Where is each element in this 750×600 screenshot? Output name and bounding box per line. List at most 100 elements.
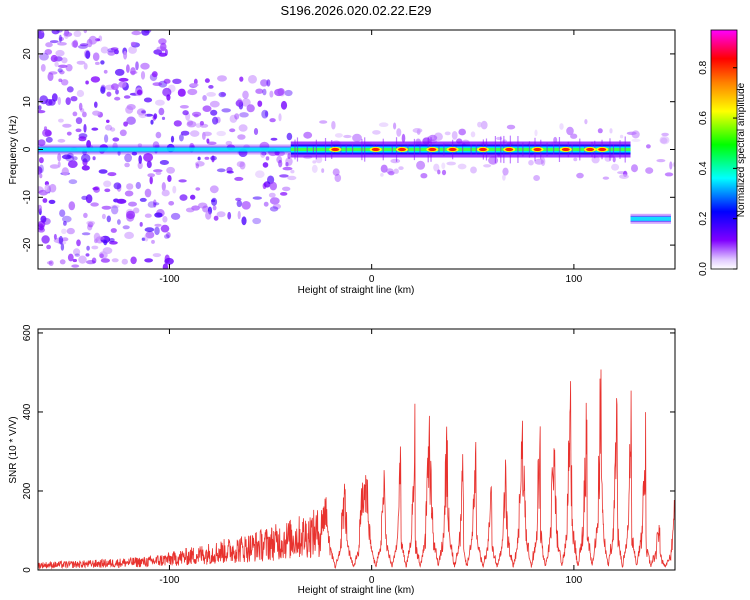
- spectrogram-cell: [534, 158, 544, 165]
- spectrogram-streak: [324, 137, 327, 162]
- spectrogram-cell: [187, 88, 198, 96]
- spectrogram-streak: [345, 143, 347, 156]
- spectrogram-cell: [160, 224, 170, 233]
- spectrogram-cell: [38, 204, 43, 212]
- spectrogram-xtick-label: 100: [566, 274, 583, 285]
- spectrogram-cell: [81, 153, 91, 163]
- spectrogram-cell: [179, 194, 188, 201]
- spectrogram-cell: [158, 38, 167, 45]
- spectrogram-cell: [72, 111, 78, 117]
- spectrogram-cell: [343, 134, 352, 139]
- spectrogram-cell: [73, 30, 82, 37]
- spectrogram-cell: [141, 110, 146, 114]
- spectrogram-cell: [38, 227, 45, 233]
- spectrogram-cell: [57, 68, 63, 73]
- spectrogram-streak: [294, 139, 296, 160]
- spectrogram-hotspot-core: [586, 147, 595, 152]
- spectrogram-cell: [150, 119, 154, 125]
- spectrogram-cell: [262, 162, 269, 168]
- spectrogram-cell: [179, 105, 189, 109]
- snr-plot-area: [38, 329, 675, 570]
- spectrogram-cell: [334, 133, 343, 138]
- spectrogram-cell: [172, 185, 177, 194]
- spectrogram-cell: [236, 200, 242, 208]
- spectrogram-hotspot-core: [371, 147, 380, 152]
- spectrogram-cell: [278, 113, 282, 122]
- spectrogram-cell: [261, 109, 269, 119]
- spectrogram-cell: [161, 116, 166, 120]
- spectrogram-hotspot-core: [448, 147, 457, 152]
- spectrogram-cell: [54, 61, 59, 67]
- spectrogram-cell: [72, 258, 78, 263]
- spectrogram-cell: [78, 136, 87, 142]
- spectrogram-cell: [659, 136, 670, 145]
- spectrogram-cell: [612, 156, 616, 163]
- spectrogram-cell: [85, 194, 93, 204]
- spectrogram-cell: [502, 167, 509, 176]
- spectrogram-cell: [398, 166, 404, 171]
- spectrogram-cell: [126, 116, 136, 125]
- spectrogram-cell: [285, 162, 289, 167]
- spectrogram-cell: [147, 173, 155, 178]
- spectrogram-cell: [133, 207, 140, 214]
- spectrogram-cell: [631, 164, 638, 173]
- spectrogram-cell: [61, 57, 68, 64]
- spectrogram-cell: [44, 49, 53, 55]
- spectrogram-cell: [216, 168, 226, 173]
- spectrogram-cell: [87, 221, 94, 228]
- spectrogram-cell: [49, 40, 59, 44]
- spectrogram-cell: [49, 164, 60, 169]
- spectrogram-cell: [234, 176, 244, 181]
- snr-xlabel: Height of straight line (km): [298, 585, 415, 596]
- spectrogram-ridge-peak: [630, 216, 671, 221]
- spectrogram-cell: [179, 134, 184, 142]
- spectrogram-cell: [437, 169, 441, 175]
- snr-series-line: [38, 369, 675, 570]
- spectrogram-streak: [558, 137, 561, 162]
- spectrogram-cell: [72, 39, 79, 48]
- spectrogram-cell: [107, 172, 117, 177]
- spectrogram-cell: [38, 105, 42, 111]
- snr-xtick-label: -100: [159, 575, 179, 586]
- spectrogram-cell: [664, 172, 674, 177]
- spectrogram-streak: [419, 145, 421, 154]
- spectrogram-cell: [331, 120, 336, 130]
- spectrogram-cell: [591, 156, 600, 164]
- spectrogram-cell: [75, 117, 83, 125]
- spectrogram-cell: [153, 202, 160, 206]
- spectrogram-streak: [500, 136, 502, 163]
- spectrogram-cell: [118, 81, 127, 88]
- spectrogram-hotspot-core: [478, 147, 487, 152]
- spectrogram-cell: [221, 108, 231, 113]
- spectrogram-cell: [483, 164, 492, 168]
- spectrogram-cell: [86, 245, 90, 251]
- spectrogram-cell: [602, 176, 610, 180]
- spectrogram-cell: [227, 211, 232, 220]
- spectrogram-cell: [67, 253, 74, 262]
- spectrogram-xtick-label: -100: [159, 274, 179, 285]
- spectrogram-cell: [206, 138, 210, 144]
- spectrogram-cell: [95, 61, 100, 65]
- colorbar-gradient: [710, 29, 738, 270]
- spectrogram-cell: [199, 123, 209, 128]
- spectrogram-cell: [170, 212, 181, 220]
- spectrogram-hotspot-core: [428, 147, 437, 152]
- spectrogram-cell: [58, 64, 68, 69]
- spectrogram-cell: [126, 210, 136, 220]
- spectrogram-cell: [272, 203, 281, 210]
- spectrogram-cell: [254, 170, 265, 178]
- spectrogram-cell: [88, 35, 98, 45]
- spectrogram-cell: [187, 119, 194, 126]
- spectrogram-cell: [61, 154, 72, 160]
- spectrogram-cell: [189, 83, 199, 87]
- spectrogram-cell: [70, 96, 78, 102]
- spectrogram-cell: [104, 134, 109, 143]
- spectrogram-cell: [177, 88, 186, 97]
- spectrogram-cell: [92, 52, 100, 61]
- spectrogram-cell: [131, 151, 138, 156]
- spectrogram-cell: [38, 139, 46, 147]
- spectrogram-cell: [145, 231, 155, 239]
- spectrogram-ridge-crest: [290, 148, 631, 151]
- spectrogram-cell: [216, 211, 226, 218]
